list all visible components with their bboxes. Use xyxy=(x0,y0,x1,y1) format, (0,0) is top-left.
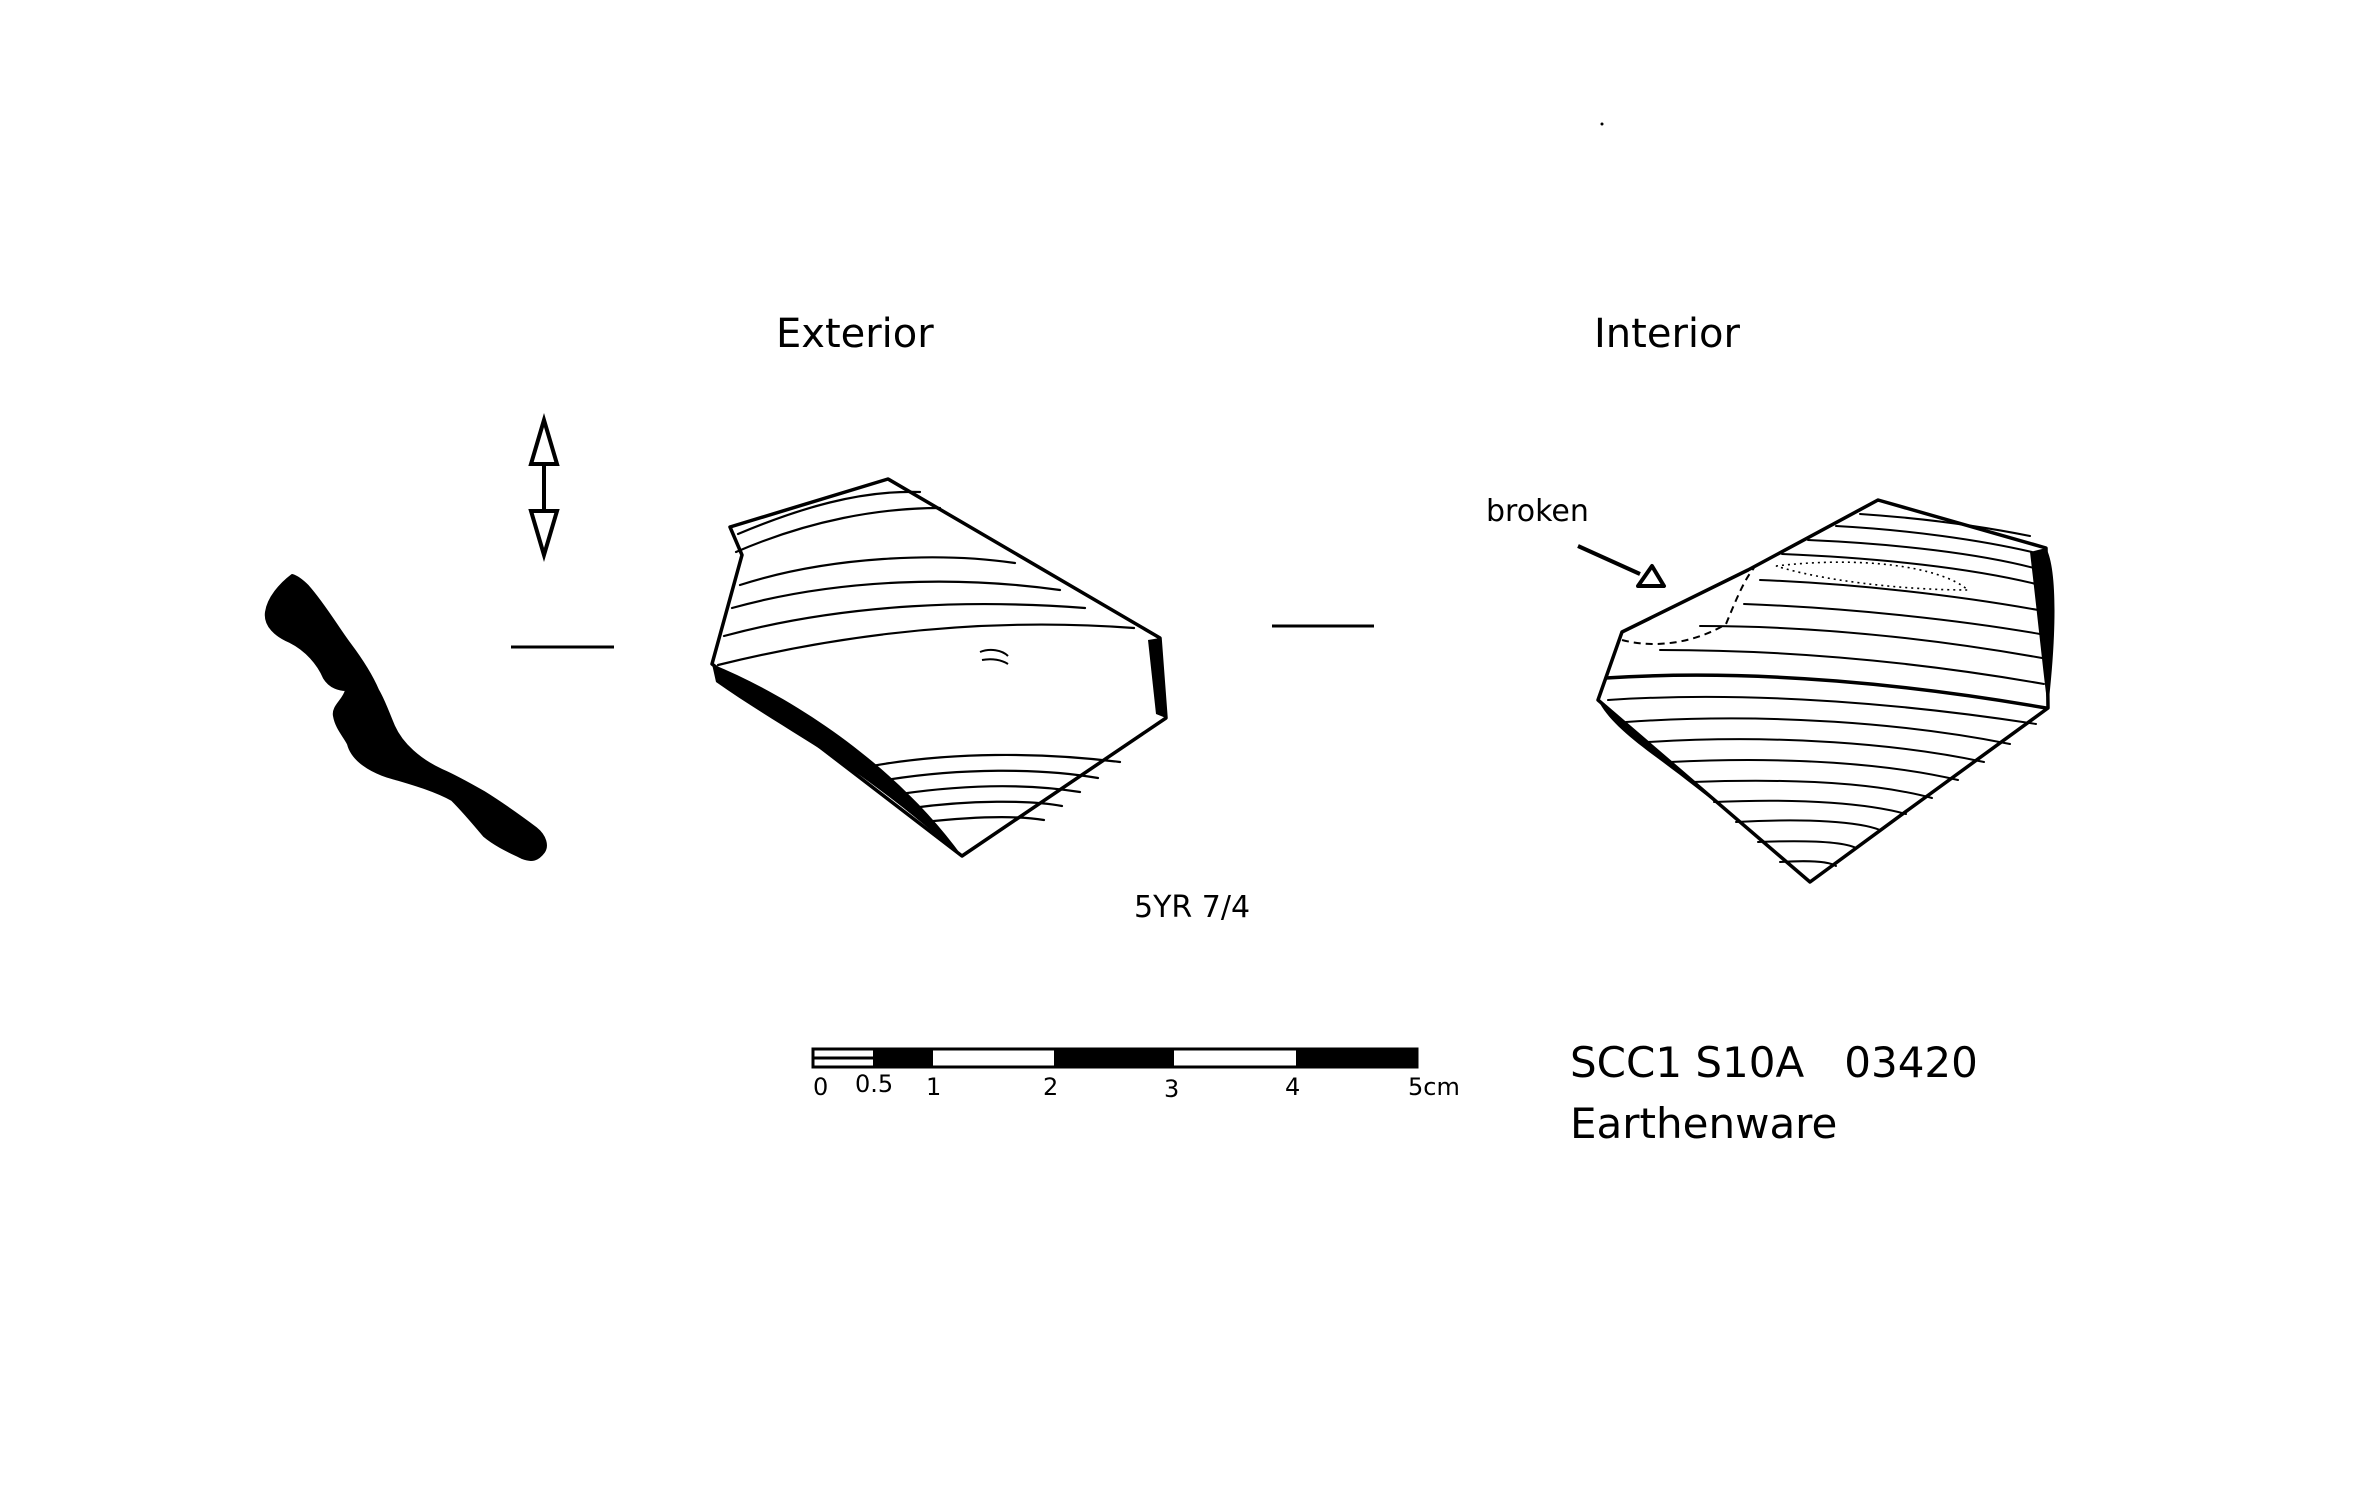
scale-bar-tick-labels: 0 0.5 1 2 3 4 5cm xyxy=(813,1070,1460,1103)
scale-tick-label: 2 xyxy=(1043,1073,1058,1101)
interior-label: Interior xyxy=(1594,311,1740,357)
scale-tick-label: 4 xyxy=(1285,1073,1300,1101)
exterior-view-sherd xyxy=(710,477,1168,858)
exterior-sherd-outline xyxy=(710,477,1168,858)
exterior-lower-edge-thickness xyxy=(712,664,962,856)
munsell-colour-code: 5YR 7/4 xyxy=(1134,890,1250,925)
catalog-material: Earthenware xyxy=(1570,1099,1837,1148)
interior-view-sherd xyxy=(1596,498,2055,884)
interior-striations xyxy=(1604,513,2048,867)
scale-bar xyxy=(811,1047,1419,1069)
stray-mark xyxy=(1600,122,1604,126)
interior-broken-area-outline xyxy=(1621,567,1755,646)
broken-label: broken xyxy=(1486,494,1589,529)
sherd-profile-section xyxy=(264,574,547,861)
interior-right-edge-thickness xyxy=(2030,548,2055,708)
broken-pointer-arrow-icon xyxy=(1577,544,1666,588)
scale-tick-label: 5cm xyxy=(1408,1073,1460,1101)
interior-lower-edge-thickness xyxy=(1598,700,1810,882)
exterior-striations xyxy=(716,490,1136,824)
interior-stippled-band xyxy=(1775,561,1971,591)
exterior-label: Exterior xyxy=(776,311,934,357)
scale-tick-label: 0 xyxy=(813,1073,828,1101)
scale-tick-label: 0.5 xyxy=(855,1070,893,1098)
orientation-double-arrow-icon xyxy=(528,412,560,563)
exterior-right-edge-thickness xyxy=(1148,638,1166,718)
catalog-id: SCC1 S10A 03420 xyxy=(1570,1038,1978,1087)
scale-tick-label: 1 xyxy=(926,1073,941,1101)
exterior-inclusion-mark xyxy=(979,648,1009,665)
scale-tick-label: 3 xyxy=(1164,1075,1179,1103)
